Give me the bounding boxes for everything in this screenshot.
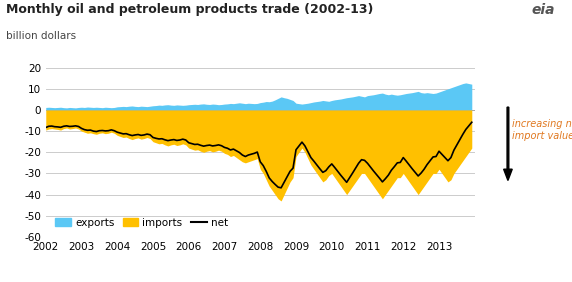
Text: billion dollars: billion dollars [6,31,76,41]
Text: eia: eia [531,3,555,17]
Text: Monthly oil and petroleum products trade (2002-13): Monthly oil and petroleum products trade… [6,3,373,16]
Legend: exports, imports, net: exports, imports, net [51,213,232,232]
Text: increasing net
import value: increasing net import value [512,119,572,140]
